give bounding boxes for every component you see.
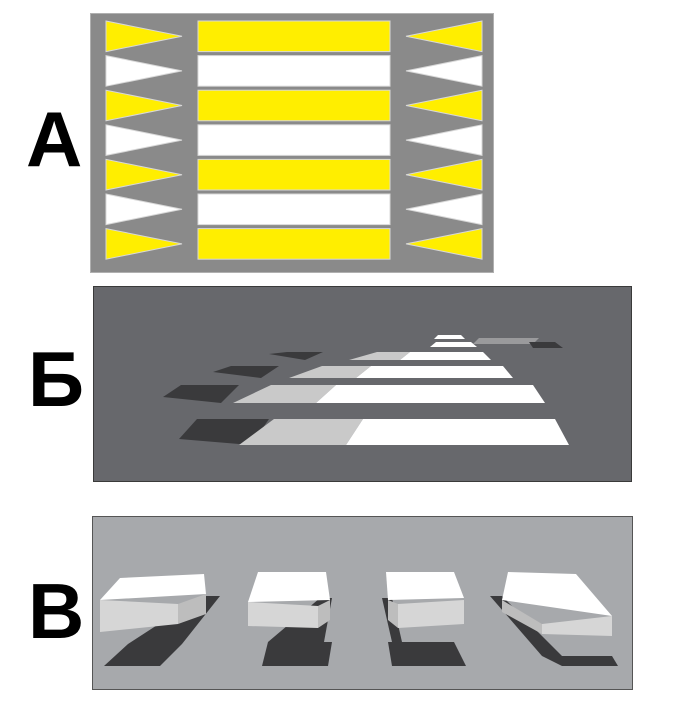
panel-a-left-triangle [105, 158, 183, 191]
panel-a-stripe [197, 55, 391, 87]
panel-b-white-stripe [400, 352, 491, 360]
panel-a-stripe [197, 193, 391, 226]
label-a: А [26, 95, 83, 183]
panel-a-stripes [197, 20, 391, 260]
panel-b-gray-section [233, 385, 336, 403]
panel-b-background [93, 286, 632, 482]
panel-a-left-triangle [105, 54, 183, 87]
panel-c-block-shadow [542, 656, 618, 666]
panel-a-left-triangles [105, 20, 183, 260]
panel-c-block-front [248, 602, 318, 628]
panel-c-block-top [386, 572, 464, 600]
panel-a-left-triangle [105, 20, 183, 53]
panel-c-block-side [502, 600, 542, 634]
panel-a-right-triangle [405, 124, 483, 157]
panel-c-drawing [92, 516, 633, 690]
panel-c-block-top [100, 574, 206, 600]
panel-c-block-side [178, 594, 206, 624]
label-b: Б [28, 335, 85, 423]
panel-b-gray-section [349, 352, 410, 360]
panel-b-white-stripe [346, 419, 569, 445]
panel-c-block-front [542, 616, 612, 636]
panel-a-right-triangle [405, 54, 483, 87]
panel-a-left-triangle [105, 193, 183, 226]
panel-b-shadow [179, 419, 269, 445]
panel-a-left-triangle [105, 124, 183, 157]
panel-c-block-side [388, 600, 398, 628]
panel-a-stripe [197, 158, 391, 191]
panel-b-perspective-view [93, 286, 632, 482]
panel-c-block-top [248, 572, 330, 602]
panel-b-far-gray [473, 338, 539, 344]
panel-b-white-stripe [430, 342, 477, 347]
panel-b-far-shadow [529, 342, 563, 348]
panel-c-block-front [100, 600, 178, 632]
panel-a-left-triangle [105, 227, 183, 260]
panel-a-right-triangle [405, 20, 483, 53]
panel-a-right-triangle [405, 158, 483, 191]
panel-c-block-top [502, 572, 612, 616]
panel-b-white-stripe [434, 335, 465, 339]
panel-a-stripe [197, 124, 391, 156]
label-v: В [28, 567, 85, 655]
panel-b-shadow [269, 352, 323, 360]
panel-a-right-triangle [405, 227, 483, 260]
panel-b-gray-section [239, 419, 363, 445]
panel-c-block-shadow [104, 644, 182, 666]
panel-b-white-stripe [356, 366, 513, 378]
panel-b-white-stripe [316, 385, 545, 403]
panel-c-block-shadow [262, 642, 332, 666]
panel-a-top-view [90, 13, 494, 273]
panel-c-blocks [100, 572, 618, 666]
panel-a-stripe [197, 20, 391, 53]
panel-a-drawing [90, 13, 494, 273]
panel-a-stripe [197, 228, 391, 260]
panel-a-right-triangles [405, 20, 483, 260]
panel-b-shadow [163, 385, 239, 403]
panel-c-block-shadow [388, 642, 466, 666]
panel-c-block-side [318, 600, 330, 628]
panel-a-right-triangle [405, 193, 483, 226]
panel-b-stripes [163, 335, 569, 445]
panel-a-stripe [197, 89, 391, 122]
panel-c-raised-blocks [92, 516, 633, 690]
panel-a-right-triangle [405, 89, 483, 122]
panel-c-block-front [398, 600, 464, 628]
panel-a-left-triangle [105, 89, 183, 122]
panel-b-gray-section [289, 366, 371, 378]
panel-b-drawing [93, 286, 632, 482]
panel-b-shadow [213, 366, 279, 378]
